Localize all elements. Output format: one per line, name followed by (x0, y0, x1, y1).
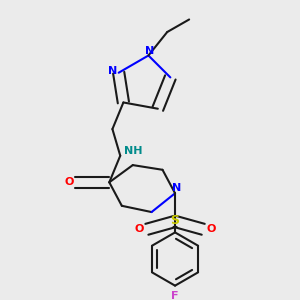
Text: O: O (207, 224, 216, 234)
Text: O: O (64, 177, 74, 187)
Text: N: N (172, 183, 181, 193)
Text: NH: NH (124, 146, 143, 156)
Text: N: N (108, 66, 118, 76)
Text: N: N (146, 46, 154, 56)
Text: S: S (171, 214, 180, 227)
Text: O: O (134, 224, 143, 234)
Text: F: F (171, 291, 179, 300)
